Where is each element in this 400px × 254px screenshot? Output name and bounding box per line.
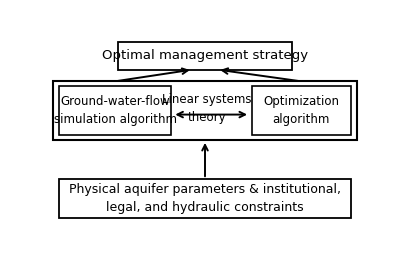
Text: Ground-water-flow
simulation algorithm: Ground-water-flow simulation algorithm [54,95,177,126]
Text: Optimization
algorithm: Optimization algorithm [263,95,339,126]
FancyBboxPatch shape [252,86,351,135]
Text: Linear systems
theory: Linear systems theory [162,93,251,124]
Text: Physical aquifer parameters & institutional,
legal, and hydraulic constraints: Physical aquifer parameters & institutio… [69,183,341,214]
FancyBboxPatch shape [118,42,292,70]
FancyBboxPatch shape [59,179,351,218]
FancyBboxPatch shape [53,81,357,140]
FancyBboxPatch shape [59,86,171,135]
Text: Optimal management strategy: Optimal management strategy [102,50,308,62]
